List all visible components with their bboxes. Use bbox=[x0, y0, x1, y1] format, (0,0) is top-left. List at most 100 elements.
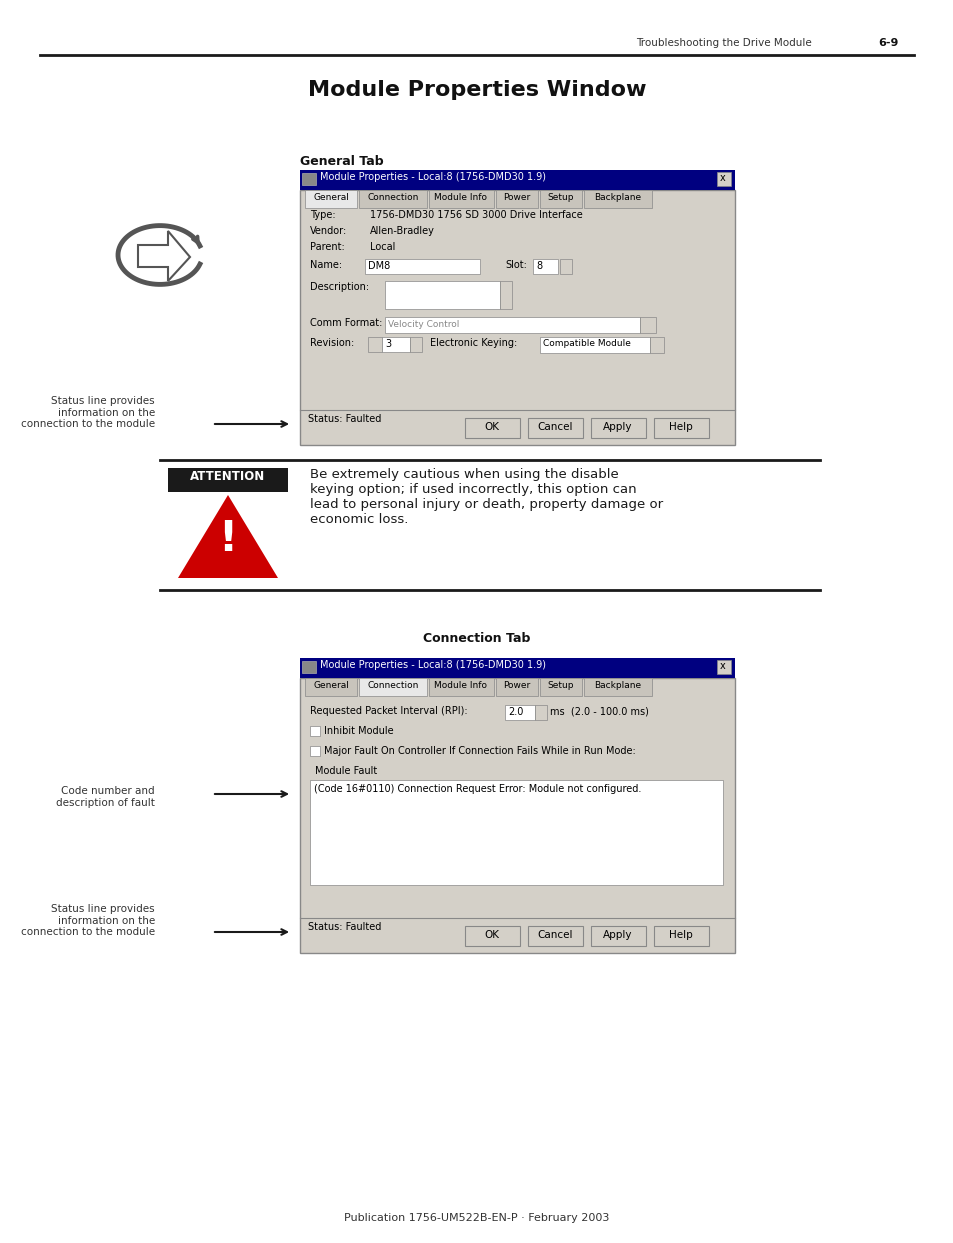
Bar bbox=[299, 170, 734, 190]
Text: Troubleshooting the Drive Module: Troubleshooting the Drive Module bbox=[636, 39, 811, 48]
Bar bbox=[539, 337, 649, 353]
Text: 8: 8 bbox=[536, 261, 541, 271]
Bar bbox=[590, 926, 645, 946]
Text: 1756-DMD30 1756 SD 3000 Drive Interface: 1756-DMD30 1756 SD 3000 Drive Interface bbox=[370, 210, 582, 220]
Bar bbox=[654, 418, 708, 438]
Text: 3: 3 bbox=[385, 339, 391, 349]
Bar bbox=[310, 726, 319, 736]
Polygon shape bbox=[138, 231, 190, 281]
Text: Comm Format:: Comm Format: bbox=[310, 318, 382, 328]
Text: Compatible Module: Compatible Module bbox=[542, 339, 630, 348]
Text: DM8: DM8 bbox=[368, 261, 390, 271]
Text: Help: Help bbox=[668, 423, 692, 433]
Bar bbox=[168, 469, 288, 492]
Text: Major Fault On Controller If Connection Fails While in Run Mode:: Major Fault On Controller If Connection … bbox=[324, 746, 635, 756]
Bar bbox=[368, 337, 381, 352]
Text: Apply: Apply bbox=[602, 930, 632, 940]
Bar bbox=[310, 781, 722, 885]
Text: Slot:: Slot: bbox=[504, 260, 526, 270]
Text: Module Info: Module Info bbox=[434, 681, 487, 690]
Bar bbox=[299, 677, 734, 953]
Bar bbox=[365, 259, 479, 273]
Bar bbox=[583, 190, 651, 208]
Text: Type:: Type: bbox=[310, 210, 335, 220]
Text: General: General bbox=[313, 193, 349, 203]
Bar bbox=[429, 677, 494, 696]
Text: Setup: Setup bbox=[547, 193, 574, 203]
Text: Status: Faulted: Status: Faulted bbox=[308, 922, 381, 932]
Text: Cancel: Cancel bbox=[537, 930, 572, 940]
Bar bbox=[496, 677, 537, 696]
Text: Electronic Keying:: Electronic Keying: bbox=[430, 338, 517, 348]
Text: Power: Power bbox=[503, 681, 530, 690]
Text: OK: OK bbox=[484, 423, 499, 433]
Bar bbox=[310, 746, 319, 756]
Bar bbox=[527, 926, 582, 946]
Text: Backplane: Backplane bbox=[594, 193, 640, 203]
Text: General Tab: General Tab bbox=[299, 155, 383, 168]
Text: Requested Packet Interval (RPI):: Requested Packet Interval (RPI): bbox=[310, 706, 467, 716]
Text: (Code 16#0110) Connection Request Error: Module not configured.: (Code 16#0110) Connection Request Error:… bbox=[314, 784, 640, 794]
Text: OK: OK bbox=[484, 930, 499, 940]
Bar bbox=[410, 337, 421, 352]
Text: Inhibit Module: Inhibit Module bbox=[324, 726, 394, 736]
Text: Setup: Setup bbox=[547, 681, 574, 690]
Text: Backplane: Backplane bbox=[594, 681, 640, 690]
Bar bbox=[499, 281, 512, 310]
Text: Description:: Description: bbox=[310, 282, 369, 292]
Bar bbox=[358, 190, 427, 208]
Bar bbox=[539, 190, 581, 208]
Text: Be extremely cautious when using the disable
keying option; if used incorrectly,: Be extremely cautious when using the dis… bbox=[310, 469, 662, 526]
Text: Connection: Connection bbox=[367, 193, 418, 203]
Bar bbox=[559, 259, 572, 273]
Text: Name:: Name: bbox=[310, 260, 342, 270]
Text: ms  (2.0 - 100.0 ms): ms (2.0 - 100.0 ms) bbox=[550, 706, 648, 716]
Text: Parent:: Parent: bbox=[310, 242, 344, 252]
Bar bbox=[717, 172, 730, 186]
Bar bbox=[464, 926, 519, 946]
Bar bbox=[381, 337, 410, 352]
Text: General: General bbox=[313, 681, 349, 690]
Text: Apply: Apply bbox=[602, 423, 632, 433]
Bar bbox=[358, 677, 427, 696]
Text: Module Info: Module Info bbox=[434, 193, 487, 203]
Bar bbox=[496, 190, 537, 208]
Text: Status line provides
information on the
connection to the module: Status line provides information on the … bbox=[21, 904, 154, 937]
Text: Velocity Control: Velocity Control bbox=[388, 319, 459, 329]
Text: Allen-Bradley: Allen-Bradley bbox=[370, 226, 435, 236]
Bar bbox=[583, 677, 651, 696]
Bar bbox=[299, 658, 734, 677]
Text: x: x bbox=[720, 661, 725, 671]
Text: Module Properties Window: Module Properties Window bbox=[308, 80, 645, 99]
Text: Module Fault: Module Fault bbox=[314, 766, 376, 776]
Bar bbox=[302, 173, 315, 185]
Bar bbox=[464, 418, 519, 438]
Bar bbox=[654, 926, 708, 946]
Text: Status: Faulted: Status: Faulted bbox=[308, 414, 381, 424]
Text: Connection Tab: Connection Tab bbox=[423, 631, 530, 645]
Bar bbox=[302, 661, 315, 672]
Text: x: x bbox=[720, 173, 725, 183]
Bar bbox=[305, 677, 356, 696]
Text: !: ! bbox=[218, 518, 237, 561]
Text: 2.0: 2.0 bbox=[507, 707, 523, 717]
Text: Vendor:: Vendor: bbox=[310, 226, 347, 236]
Text: Status line provides
information on the
connection to the module: Status line provides information on the … bbox=[21, 397, 154, 429]
Text: 6-9: 6-9 bbox=[877, 39, 898, 48]
Bar bbox=[504, 705, 535, 720]
Polygon shape bbox=[178, 495, 277, 578]
Text: Cancel: Cancel bbox=[537, 423, 572, 433]
Bar bbox=[385, 317, 639, 333]
Bar bbox=[429, 190, 494, 208]
Bar bbox=[385, 281, 499, 310]
Bar bbox=[590, 418, 645, 438]
Text: Code number and
description of fault: Code number and description of fault bbox=[56, 786, 154, 808]
Text: Help: Help bbox=[668, 930, 692, 940]
Bar bbox=[299, 190, 734, 445]
Bar bbox=[535, 705, 546, 720]
Bar bbox=[533, 259, 558, 273]
Bar bbox=[717, 660, 730, 674]
Bar bbox=[305, 190, 356, 208]
Text: Module Properties - Local:8 (1756-DMD30 1.9): Module Properties - Local:8 (1756-DMD30 … bbox=[319, 660, 545, 670]
Bar bbox=[639, 317, 656, 333]
